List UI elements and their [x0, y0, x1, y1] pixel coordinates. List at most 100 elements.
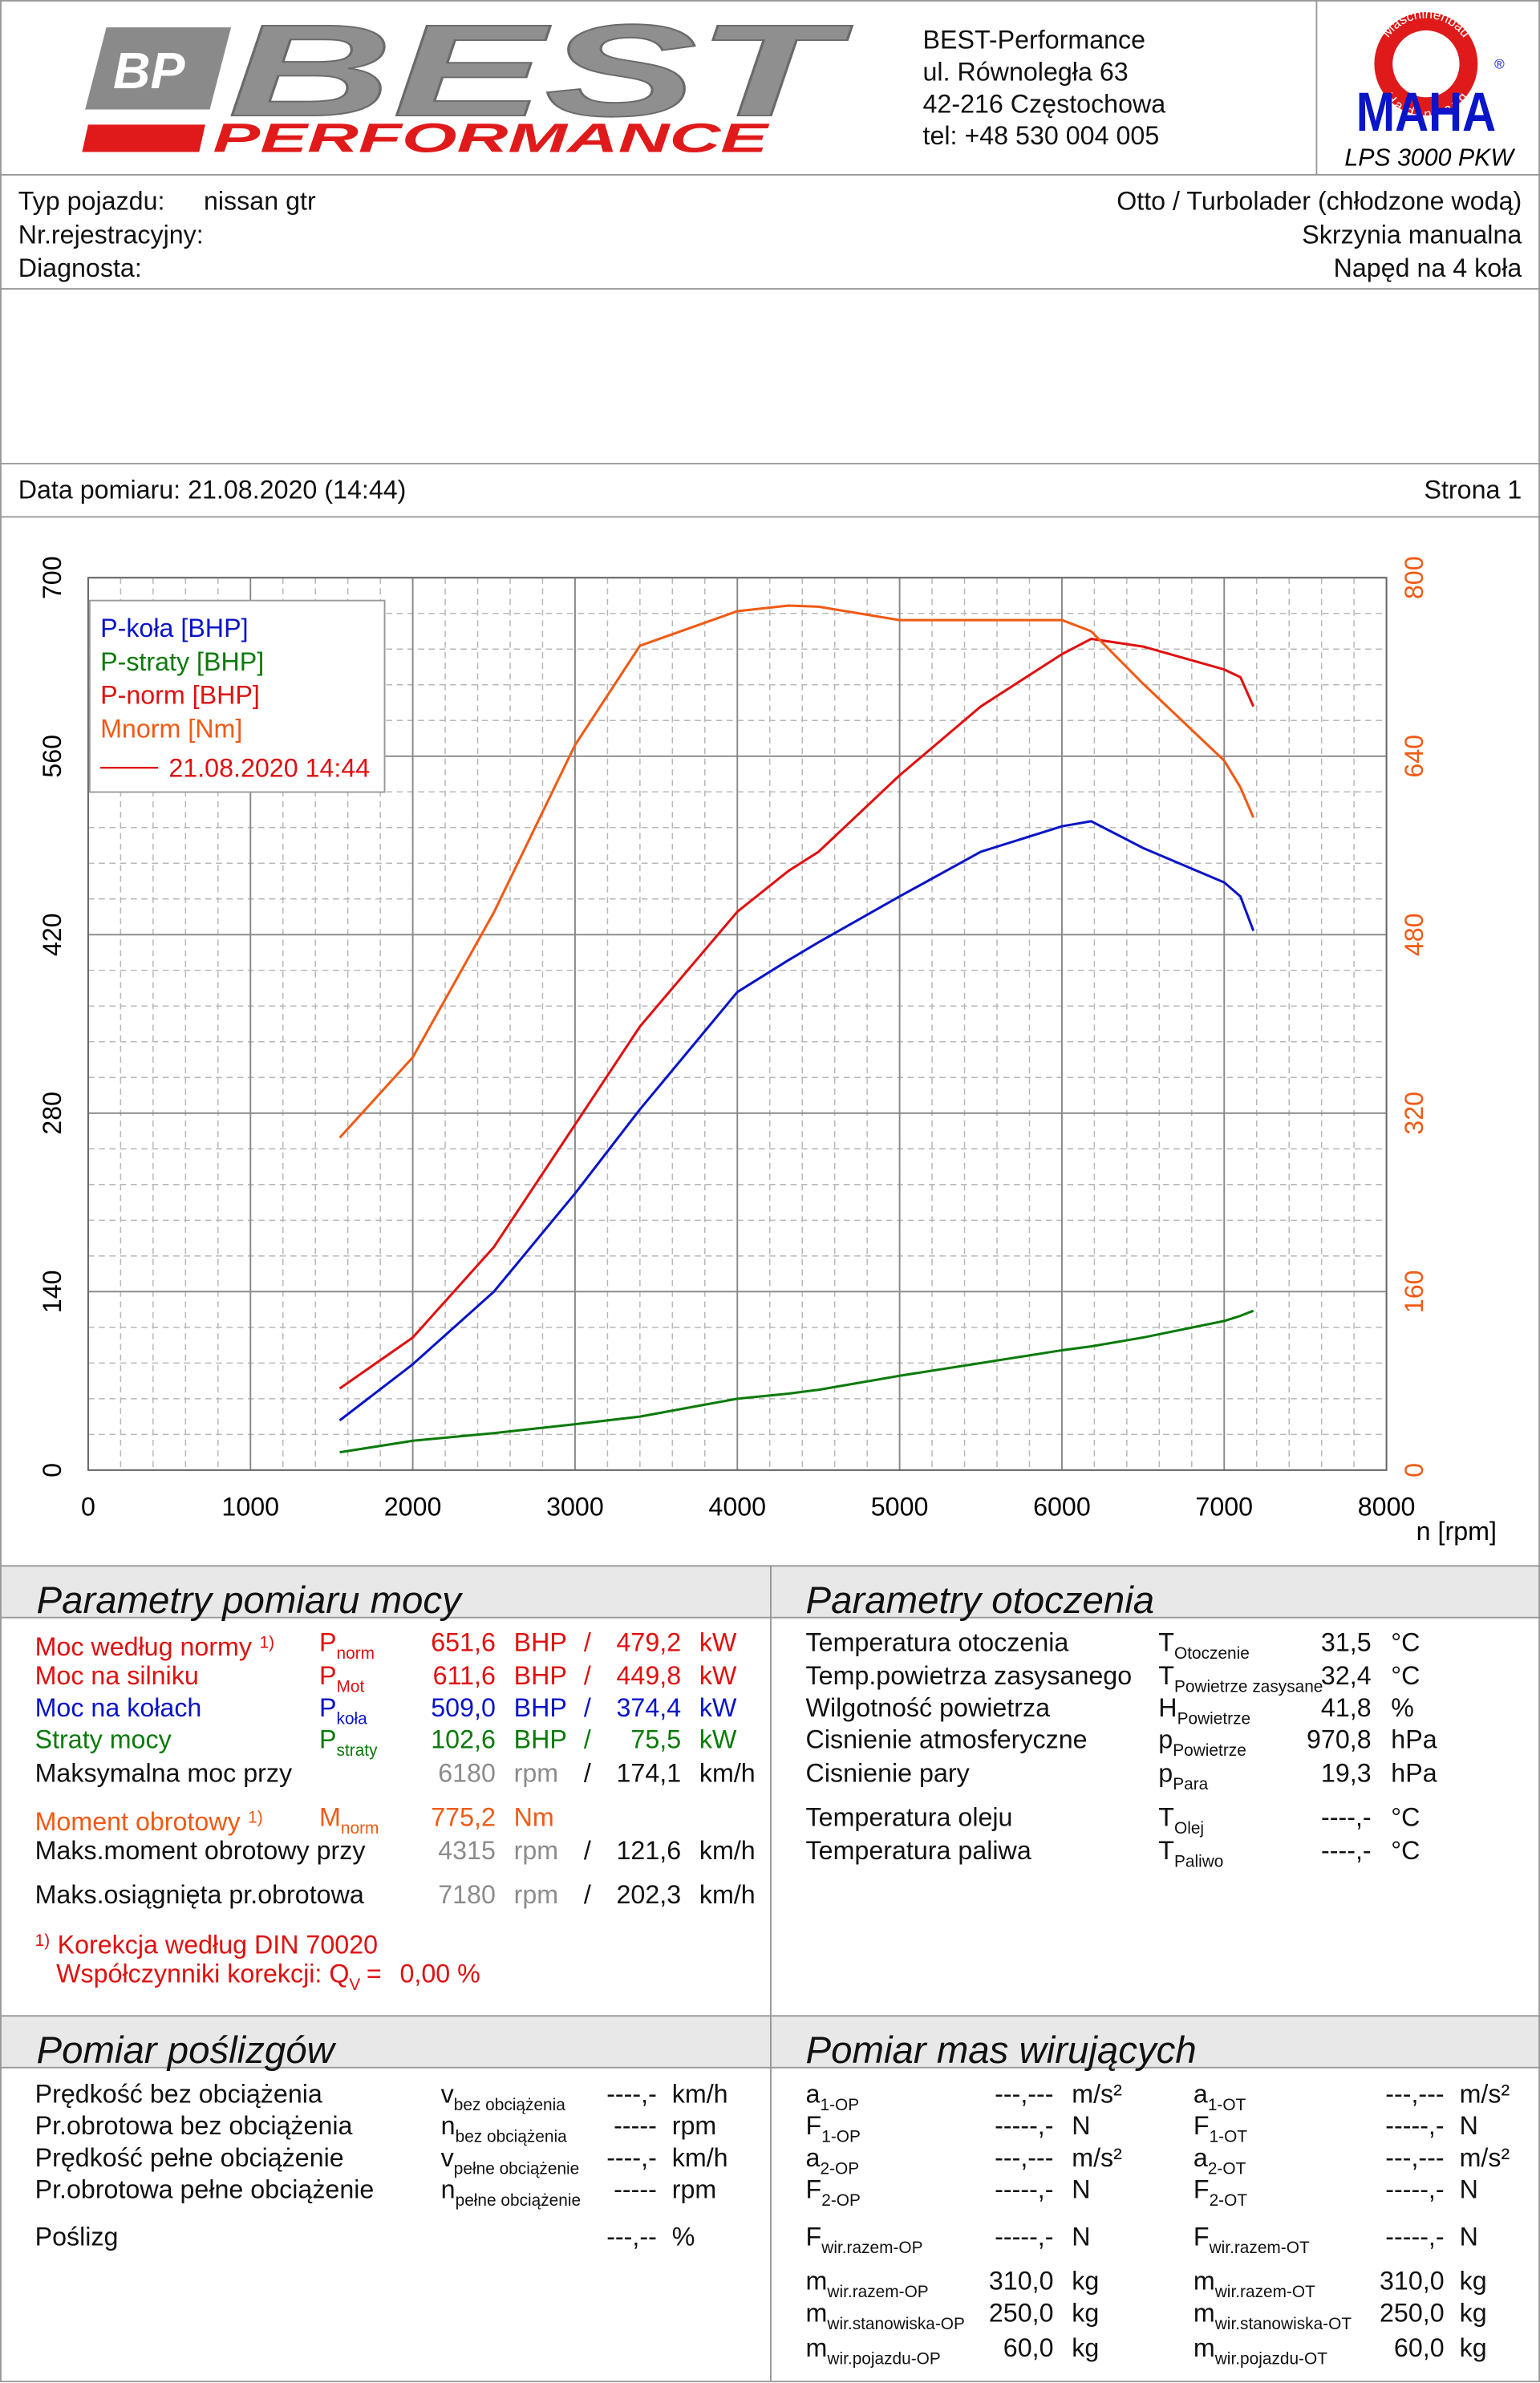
- env-label: Temperatura otoczenia: [805, 1627, 1069, 1657]
- slip-label: Pr.obrotowa bez obciążenia: [34, 2111, 353, 2141]
- power-unit: BHP: [513, 1725, 567, 1755]
- x-tick-label: 3000: [546, 1493, 604, 1522]
- env-symbol: HPowietrze: [1158, 1693, 1250, 1734]
- env-value: 32,4: [1320, 1661, 1372, 1691]
- slip-value: -----: [614, 2111, 657, 2141]
- env-label: Temp.powietrza zasysanego: [805, 1661, 1133, 1691]
- power-unit: kW: [699, 1627, 737, 1657]
- logo-name: BEST: [228, 0, 853, 144]
- power-symbol-sub: straty: [336, 1742, 378, 1761]
- power-symbol-letter: P: [319, 1693, 337, 1723]
- power-label-text: Moc na silniku: [34, 1661, 199, 1691]
- mass-value: ---,---: [995, 2079, 1054, 2109]
- env-unit: °C: [1391, 1836, 1420, 1866]
- power-unit: km/h: [699, 1836, 756, 1866]
- power-symbol-sub: koła: [336, 1710, 367, 1729]
- power-symbol-letter: P: [319, 1627, 337, 1657]
- mass-symbol-letter: a: [805, 2079, 821, 2109]
- env-unit: hPa: [1391, 1725, 1437, 1755]
- slip-value: ----,-: [606, 2143, 657, 2173]
- y2-tick-label: 0: [1400, 1463, 1429, 1477]
- power-unit: kW: [699, 1693, 737, 1723]
- footnote-text: Korekcja według DIN 70020: [57, 1931, 379, 1960]
- power-label: Moc według normy 1): [35, 1628, 274, 1664]
- mass-symbol-sub: 1-OT: [1209, 2128, 1248, 2147]
- mass-symbol-letter: m: [1193, 2298, 1215, 2328]
- mass-symbol-letter: a: [805, 2143, 821, 2173]
- power-label: Straty mocy: [35, 1725, 172, 1756]
- legend-measurement: 21.08.2020 14:44: [168, 754, 370, 783]
- mass-unit: kg: [1459, 2333, 1487, 2363]
- env-symbol-sub: Para: [1173, 1775, 1209, 1794]
- power-symbol: Pnorm: [319, 1628, 375, 1669]
- legend-box: [88, 599, 386, 793]
- mass-symbol-letter: a: [1193, 2079, 1208, 2109]
- power-unit: rpm: [513, 1880, 559, 1910]
- env-value: ----,-: [1321, 1836, 1372, 1866]
- correction-factor: Współczynniki korekcji: QV = 0,00 %: [56, 1959, 480, 2000]
- mass-symbol: Fwir.razem-OT: [1194, 2223, 1310, 2263]
- mass-symbol-sub: 2-OP: [821, 2192, 861, 2211]
- logo-mark: BP: [113, 42, 186, 99]
- mass-unit: N: [1459, 2175, 1478, 2205]
- power-unit: kW: [699, 1725, 737, 1755]
- mass-symbol: mwir.pojazdu-OT: [1194, 2333, 1327, 2374]
- env-symbol-sub: Powietrze zasysane: [1173, 1678, 1323, 1697]
- power-unit: Nm: [513, 1802, 554, 1832]
- env-unit: %: [1391, 1693, 1414, 1723]
- power-unit: rpm: [513, 1836, 559, 1866]
- mass-value: 60,0: [1003, 2333, 1054, 2363]
- slip-label: Prędkość pełne obciążenie: [34, 2143, 344, 2173]
- mass-unit: m/s²: [1459, 2143, 1510, 2173]
- logo-stripe: [82, 124, 205, 152]
- power-unit: BHP: [513, 1661, 567, 1691]
- mass-unit: kg: [1459, 2298, 1487, 2328]
- mass-symbol-sub: wir.razem-OT: [1209, 2239, 1310, 2258]
- power-unit: kW: [699, 1661, 737, 1691]
- plot-border: [87, 577, 1388, 1471]
- x-tick-label: 2000: [384, 1493, 442, 1522]
- y2-tick-label: 800: [1400, 556, 1429, 599]
- slip-symbol: vpełne obciążenie: [441, 2144, 580, 2185]
- mass-value: ---,---: [1385, 2143, 1445, 2173]
- mass-value: 310,0: [1379, 2267, 1445, 2296]
- power-value: 651,6: [431, 1627, 496, 1657]
- power-value: 611,6: [432, 1661, 496, 1691]
- power-symbol-letter: P: [319, 1725, 337, 1755]
- legend-entry: P-koła [BHP]: [100, 614, 248, 642]
- drive: Napęd na 4 koła: [1333, 253, 1522, 283]
- mass-symbol-sub: 2-OP: [820, 2160, 860, 2179]
- mass-symbol-letter: m: [805, 2298, 828, 2328]
- y-tick-label: 560: [38, 735, 67, 778]
- env-symbol-sub: Powietrze: [1173, 1742, 1246, 1761]
- power-value: 174,1: [616, 1758, 682, 1788]
- power-value: 374,4: [616, 1693, 682, 1723]
- mass-unit: m/s²: [1459, 2079, 1510, 2109]
- power-symbol-sub: norm: [340, 1819, 379, 1838]
- power-unit: BHP: [513, 1693, 567, 1723]
- power-unit: km/h: [699, 1880, 756, 1910]
- power-label: Maks.moment obrotowy przy: [35, 1837, 366, 1867]
- x-tick-label: 7000: [1195, 1493, 1253, 1522]
- power-symbol: Mnorm: [319, 1803, 379, 1844]
- mass-symbol-sub: wir.pojazdu-OP: [827, 2350, 941, 2369]
- slip-symbol-sub: bez obciążenia: [455, 2128, 567, 2147]
- maha-name: MAHA: [1356, 82, 1496, 143]
- mass-value: 310,0: [988, 2267, 1054, 2296]
- env-unit: °C: [1391, 1627, 1420, 1657]
- power-label-text: Maks.moment obrotowy przy: [34, 1836, 366, 1866]
- mass-symbol-sub: wir.stanowiska-OP: [827, 2315, 965, 2334]
- power-value: 202,3: [616, 1880, 682, 1910]
- slip-unit: %: [671, 2223, 695, 2252]
- env-symbol-letter: T: [1158, 1661, 1174, 1691]
- slip-symbol-letter: v: [440, 2079, 454, 2109]
- power-value: 75,5: [630, 1725, 682, 1755]
- env-symbol: TPowietrze zasysane: [1158, 1662, 1323, 1703]
- env-symbol-sub: Otoczenie: [1173, 1644, 1250, 1664]
- mass-symbol-letter: F: [1193, 2175, 1210, 2205]
- address-line: ul. Równoległa 63: [922, 58, 1129, 87]
- env-symbol-letter: p: [1158, 1758, 1173, 1788]
- env-value: ----,-: [1321, 1802, 1372, 1832]
- factor-value: 0,00 %: [399, 1959, 480, 1989]
